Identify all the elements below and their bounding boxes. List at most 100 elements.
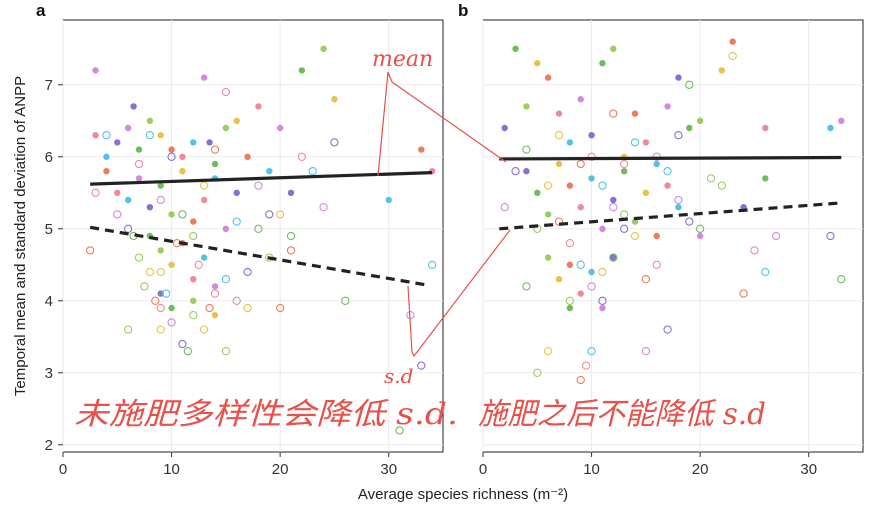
scatter-point-filled [599,304,606,312]
scatter-point-open [341,296,350,305]
scatter-point-open [750,246,759,255]
scatter-point-filled [566,304,574,312]
scatter-point-open [156,267,165,277]
scatter-point-filled [544,211,552,218]
scatter-point-open [232,217,241,226]
scatter-point-open [145,267,155,277]
sd-fit-line [499,201,842,231]
scatter-point-open [140,282,149,291]
scatter-point-open [587,282,596,291]
scatter-point-filled [555,160,563,168]
scatter-point-filled [103,153,110,160]
scatter-point-open [319,203,328,212]
scatter-point-filled [610,196,617,204]
panel-a-fit-lines [89,171,433,287]
scatter-point-filled [631,218,639,225]
scatter-point-open [134,253,144,262]
scatter-point-open [91,188,100,197]
x-tick-label: 30 [800,461,817,478]
x-tick-label: 0 [479,461,487,478]
scatter-point-open [619,210,629,219]
scatter-point-filled [124,196,132,204]
scatter-point-open [210,289,220,298]
scatter-point-filled [577,290,584,297]
scatter-point-open [183,347,193,356]
scatter-point-filled [92,67,99,74]
scatter-point-open [210,145,220,154]
scatter-point-filled [675,204,682,211]
scatter-point-open [837,275,846,284]
scatter-point-open [275,303,285,313]
scatter-point-filled [179,168,186,175]
scatter-point-open [243,303,252,313]
scatter-point-filled [555,110,563,117]
note-unfertilized: 未施肥多样性会降低 s.d. [74,397,458,432]
scatter-point-open [167,152,176,161]
scatter-point-open [308,167,317,176]
scatter-point-open [85,246,95,255]
scatter-point-open [205,303,214,313]
scatter-point-open [156,303,165,313]
scatter-point-filled [762,124,769,132]
scatter-point-filled [200,74,208,81]
mean-fit-line [499,155,842,161]
scatter-point-open [717,181,727,190]
scatter-point-filled [114,139,121,146]
scatter-point-open [511,167,520,176]
scatter-point-open [598,296,607,305]
scatter-point-filled [103,168,110,175]
scatter-point-filled [653,160,660,168]
scatter-point-open [417,361,426,370]
scatter-point-open [134,159,144,169]
scatter-point-filled [222,225,230,232]
scatter-point-open [102,131,111,140]
scatter-point-open [189,311,198,320]
scatter-point-filled [179,153,186,160]
scatter-point-filled [130,103,137,110]
scatter-point-filled [577,96,584,103]
panel-b-ticks: 0 10 20 30 [479,452,817,478]
scatter-point-open [113,210,122,219]
x-tick-label: 30 [380,461,397,478]
scatter-point-filled [599,225,606,232]
scatter-point-open [330,138,339,147]
scatter-point-filled [385,196,392,204]
scatter-point-open [156,195,165,205]
scatter-point-filled [838,117,845,125]
scatter-point-open [199,325,209,334]
scatter-point-filled [298,67,306,74]
panel-a-ticks: 0 10 20 30 2 3 4 5 6 7 [45,77,397,478]
scatter-point-filled [566,139,574,146]
scatter-point-open [178,339,187,349]
scatter-point-open [761,267,770,277]
scatter-point-filled [534,60,541,67]
scatter-point-filled [653,232,660,240]
scatter-point-filled [501,124,508,132]
scatter-point-open [576,375,585,385]
scatter-point-filled [244,153,251,160]
scatter-point-filled [566,182,574,189]
scatter-point-open [123,325,133,334]
scatter-point-filled [664,182,671,189]
scatter-point-filled [233,189,240,196]
x-tick-label: 20 [692,461,709,478]
scatter-point-filled [287,189,295,196]
scatter-point-open [685,80,694,89]
scatter-point-open [221,275,231,284]
scatter-point-filled [331,96,338,103]
scatter-point-open [533,368,542,377]
scatter-point-open [145,131,155,140]
scatter-point-filled [523,103,530,110]
scatter-point-open [619,224,629,233]
panel-a-label: a [36,1,46,20]
scatter-point-filled [92,132,99,139]
scatter-point-open [189,231,198,241]
x-tick-label: 0 [59,461,67,478]
scatter-point-filled [190,297,197,304]
scatter-point-filled [135,146,143,153]
x-tick-label: 10 [163,461,180,478]
scatter-point-open [221,347,231,356]
scatter-point-filled [718,67,726,74]
scatter-point-open [243,267,252,277]
scatter-point-open [254,181,263,190]
